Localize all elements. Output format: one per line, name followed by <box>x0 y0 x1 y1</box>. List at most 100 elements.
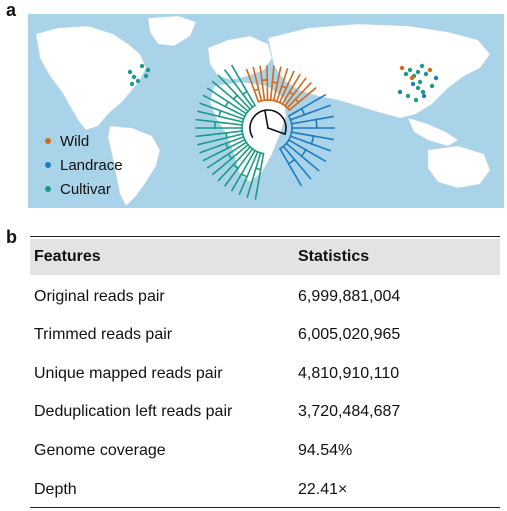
tree-branch <box>289 135 306 143</box>
tree-branch <box>290 131 315 137</box>
tree-branch <box>246 172 256 198</box>
tree-branch <box>275 66 282 90</box>
north-america-landmass <box>35 25 147 131</box>
sample-dot <box>139 63 145 69</box>
tree-branch <box>293 158 312 180</box>
europe-landmass <box>207 35 273 81</box>
tree-branch <box>202 94 227 108</box>
tree-branch <box>294 81 312 101</box>
tree-branch <box>195 132 222 138</box>
tree-arc <box>241 104 265 155</box>
tree-branch <box>230 143 250 160</box>
tree-branch <box>253 151 262 175</box>
tree-branch <box>224 105 246 118</box>
tree-branch <box>266 126 286 136</box>
legend-label-landrace: Landrace <box>60 157 123 174</box>
legend-label-cultivar: Cultivar <box>60 181 111 198</box>
sample-dot <box>433 75 439 81</box>
tree-arc <box>315 118 318 129</box>
tree-branch <box>243 85 257 107</box>
tree-branch <box>219 135 245 147</box>
tree-branch <box>236 147 254 170</box>
row-5-value: 94.54% <box>298 442 353 459</box>
sample-dot <box>410 81 416 87</box>
world-map-figure: Wild Landrace Cultivar <box>28 14 504 208</box>
tree-branch <box>278 83 290 104</box>
south-america-landmass <box>107 125 161 207</box>
tree-branch <box>223 69 244 96</box>
tree-branch <box>304 148 327 163</box>
sample-dot <box>419 63 425 69</box>
tree-branch <box>199 144 222 154</box>
tree-branch <box>312 135 334 141</box>
sample-dot <box>399 65 405 71</box>
row-1-feature: Original reads pair <box>34 288 165 305</box>
tree-branch <box>261 79 266 102</box>
tree-branch <box>294 77 307 93</box>
sample-dot <box>427 67 433 73</box>
legend: Wild Landrace Cultivar <box>45 133 123 198</box>
row-5-feature: Genome coverage <box>34 442 166 459</box>
tree-branch <box>245 150 259 178</box>
tree-branch <box>253 89 260 103</box>
sample-dot <box>429 83 435 89</box>
tree-branch <box>290 166 303 187</box>
row-6-feature: Depth <box>34 481 77 498</box>
tree-branch <box>271 65 275 84</box>
sample-dot <box>415 85 421 91</box>
tree-branch <box>259 152 265 171</box>
tree-branch <box>218 115 244 123</box>
tree-branch <box>219 130 244 135</box>
tree-branch <box>223 167 240 187</box>
tree-branch <box>244 149 257 168</box>
row-4-value: 3,720,484,687 <box>298 403 401 420</box>
tree-branch <box>259 65 263 82</box>
header-statistics: Statistics <box>298 248 370 265</box>
tree-branch <box>217 74 235 93</box>
table-header-row <box>30 239 500 275</box>
tree-branch <box>222 121 244 126</box>
tree-branch <box>286 70 295 86</box>
sample-dot <box>415 69 421 75</box>
tree-branch <box>226 133 244 139</box>
tree-branch <box>256 84 263 102</box>
sample-dot <box>143 73 149 79</box>
tree-branch <box>241 93 254 109</box>
sample-dot <box>421 93 427 99</box>
legend-swatch-wild <box>45 138 51 144</box>
sample-dot <box>417 79 423 85</box>
panel-label-a: a <box>6 0 17 20</box>
tree-branch <box>199 102 230 115</box>
tree-branch <box>195 118 225 124</box>
row-4-feature: Deduplication left reads pair <box>34 403 233 420</box>
tree-branch <box>232 98 250 113</box>
legend-label-wild: Wild <box>60 133 89 150</box>
header-features: Features <box>34 248 101 265</box>
legend-swatch-landrace <box>45 162 51 168</box>
tree-branch <box>281 90 291 106</box>
australia-landmass <box>427 145 491 189</box>
tree-branch <box>308 104 332 115</box>
table-bottom-rule <box>30 507 500 508</box>
tree-branch <box>254 168 262 200</box>
tree-branch <box>230 165 247 192</box>
legend-swatch-cultivar <box>45 186 51 192</box>
tree-branch <box>300 93 327 110</box>
tree-branch <box>263 109 269 129</box>
tree-branch <box>275 85 283 103</box>
asia-landmass <box>267 23 491 119</box>
tree-branch <box>315 115 334 121</box>
tree-branch <box>227 112 245 121</box>
row-2-value: 6,005,020,965 <box>298 326 401 343</box>
table-top-rule <box>30 236 500 237</box>
tree-branch <box>287 138 307 151</box>
row-2-feature: Trimmed reads pair <box>34 326 173 343</box>
tree-branch <box>300 87 317 101</box>
sample-dot <box>420 89 426 95</box>
sample-dot <box>397 89 403 95</box>
tree-branch <box>232 90 252 111</box>
sample-dot <box>131 74 137 80</box>
tree-branch <box>196 110 220 118</box>
greenland-landmass <box>147 15 197 47</box>
southeast-asia-landmass <box>407 117 459 147</box>
